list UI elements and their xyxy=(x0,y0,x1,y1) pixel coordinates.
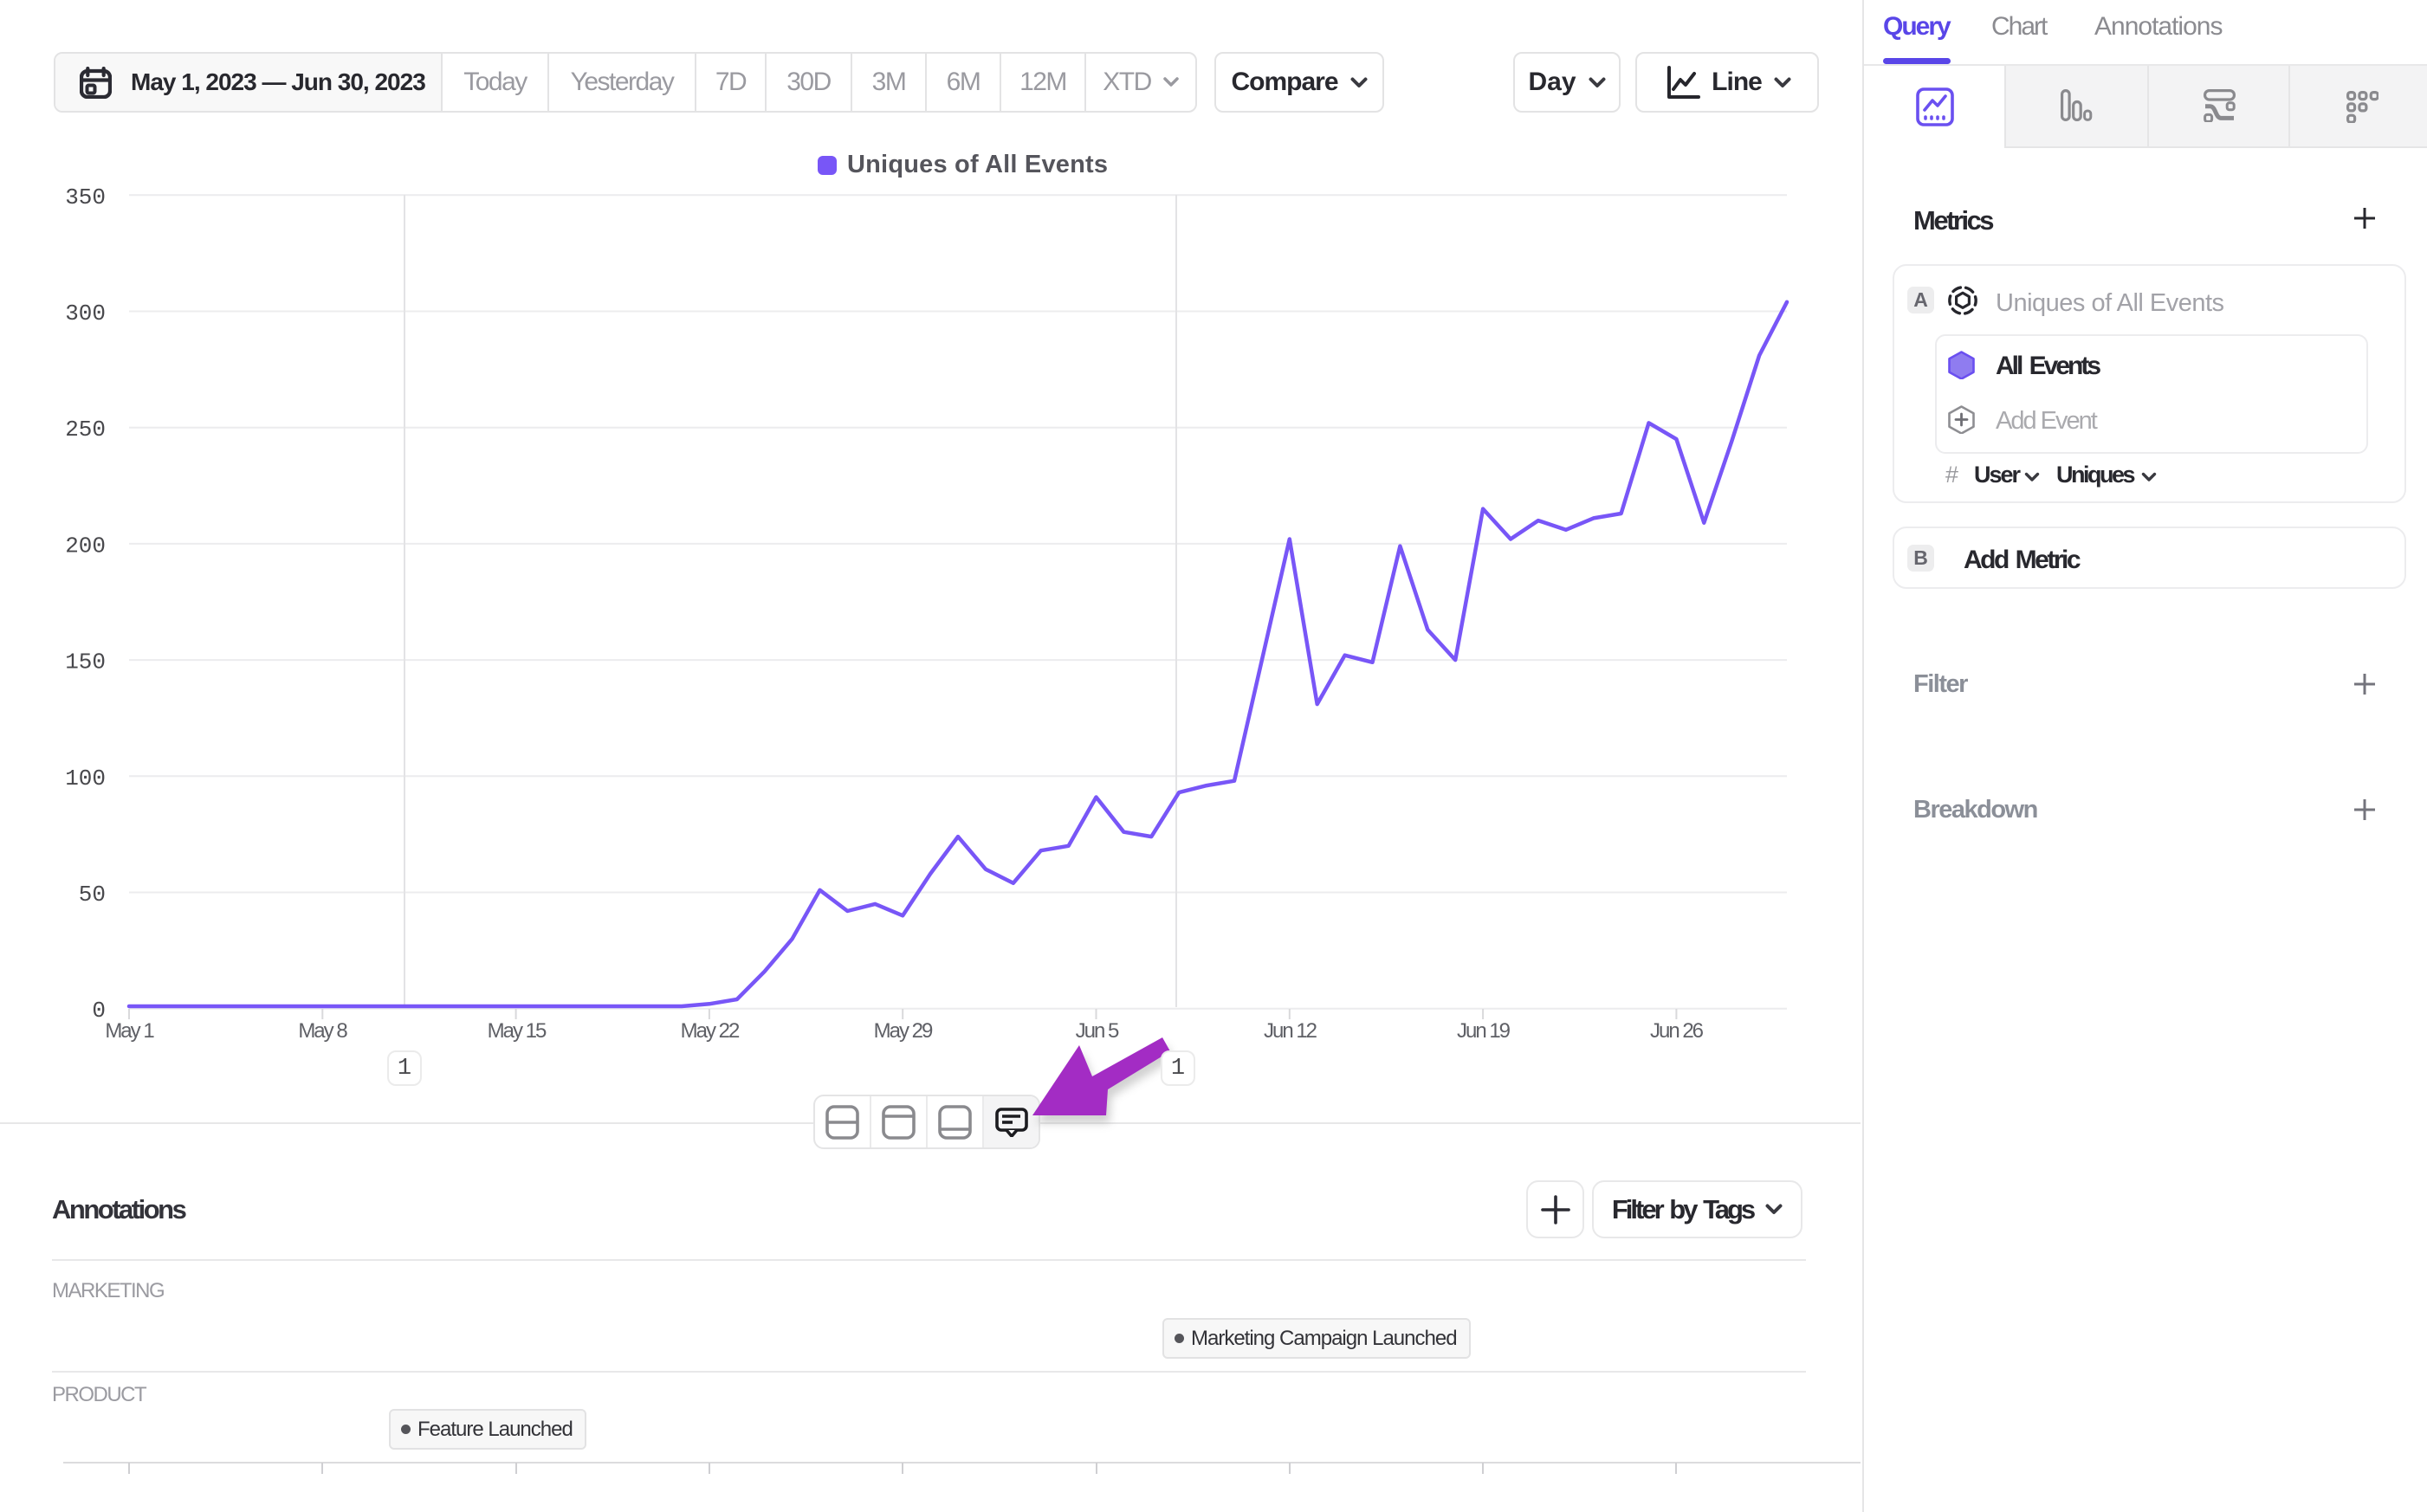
svg-text:May 1: May 1 xyxy=(105,1019,154,1043)
svg-text:Jun 26: Jun 26 xyxy=(1650,1019,1704,1043)
svg-text:May 8: May 8 xyxy=(298,1019,347,1043)
svg-text:Jun 12: Jun 12 xyxy=(1264,1019,1317,1043)
svg-text:Jun 19: Jun 19 xyxy=(1457,1019,1511,1043)
svg-text:200: 200 xyxy=(65,533,106,559)
svg-text:250: 250 xyxy=(65,417,106,443)
svg-text:300: 300 xyxy=(65,300,106,326)
svg-text:May 29: May 29 xyxy=(874,1019,933,1043)
svg-text:50: 50 xyxy=(79,882,106,908)
svg-text:100: 100 xyxy=(65,766,106,792)
svg-text:Jun 5: Jun 5 xyxy=(1076,1019,1119,1043)
svg-text:May 22: May 22 xyxy=(681,1019,740,1043)
svg-text:0: 0 xyxy=(92,998,106,1024)
svg-text:350: 350 xyxy=(65,184,106,210)
svg-text:May 15: May 15 xyxy=(488,1019,547,1043)
svg-text:150: 150 xyxy=(65,649,106,675)
